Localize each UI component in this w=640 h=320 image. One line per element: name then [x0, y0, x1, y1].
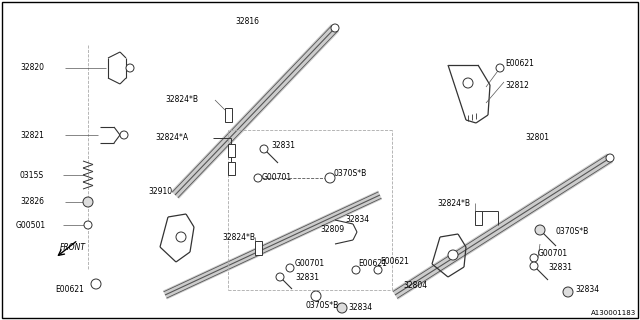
Circle shape: [120, 131, 128, 139]
Circle shape: [91, 279, 101, 289]
Circle shape: [563, 287, 573, 297]
Circle shape: [260, 145, 268, 153]
Circle shape: [325, 173, 335, 183]
Text: 0370S*B: 0370S*B: [305, 300, 339, 309]
Circle shape: [337, 303, 347, 313]
Text: 32804: 32804: [403, 281, 427, 290]
Text: 32820: 32820: [20, 63, 44, 73]
Text: 32801: 32801: [525, 133, 549, 142]
Circle shape: [530, 254, 538, 262]
Text: 32831: 32831: [271, 140, 295, 149]
Text: 32824*B: 32824*B: [165, 95, 198, 105]
Circle shape: [254, 174, 262, 182]
Text: 32834: 32834: [348, 303, 372, 313]
Text: G00701: G00701: [538, 250, 568, 259]
Text: 32812: 32812: [505, 81, 529, 90]
Circle shape: [276, 273, 284, 281]
Text: 32824*B: 32824*B: [437, 198, 470, 207]
Text: E00621: E00621: [55, 284, 84, 293]
Circle shape: [126, 64, 134, 72]
Text: 32831: 32831: [295, 274, 319, 283]
Circle shape: [535, 225, 545, 235]
Circle shape: [331, 24, 339, 32]
Text: G00501: G00501: [16, 220, 46, 229]
Circle shape: [463, 78, 473, 88]
Circle shape: [374, 266, 382, 274]
Text: 32824*B: 32824*B: [222, 233, 255, 242]
Circle shape: [606, 154, 614, 162]
Text: 32910: 32910: [148, 188, 172, 196]
Text: G00701: G00701: [295, 259, 325, 268]
Text: 0370S*B: 0370S*B: [333, 170, 366, 179]
Text: 32809: 32809: [320, 226, 344, 235]
Circle shape: [286, 264, 294, 272]
Bar: [225, 108, 232, 122]
Text: FRONT: FRONT: [60, 244, 86, 252]
Text: A130001183: A130001183: [591, 310, 636, 316]
Text: G00701: G00701: [262, 173, 292, 182]
Text: 32826: 32826: [20, 197, 44, 206]
Text: E00621: E00621: [358, 259, 387, 268]
Bar: [474, 211, 481, 225]
Circle shape: [84, 221, 92, 229]
Bar: [227, 143, 234, 156]
Text: 32816: 32816: [235, 18, 259, 27]
Circle shape: [352, 266, 360, 274]
Text: 32821: 32821: [20, 131, 44, 140]
Text: 32834: 32834: [575, 284, 599, 293]
Text: E00621: E00621: [380, 258, 409, 267]
Circle shape: [83, 197, 93, 207]
Text: 0370S*B: 0370S*B: [556, 228, 589, 236]
Circle shape: [530, 262, 538, 270]
Text: 0315S: 0315S: [20, 171, 44, 180]
Bar: [227, 162, 234, 174]
Circle shape: [176, 232, 186, 242]
Text: 32824*A: 32824*A: [155, 133, 188, 142]
Text: E00621: E00621: [505, 60, 534, 68]
Bar: [255, 241, 262, 255]
Circle shape: [496, 64, 504, 72]
Text: 32834: 32834: [345, 215, 369, 225]
Circle shape: [311, 291, 321, 301]
Text: 32831: 32831: [548, 263, 572, 273]
Circle shape: [448, 250, 458, 260]
